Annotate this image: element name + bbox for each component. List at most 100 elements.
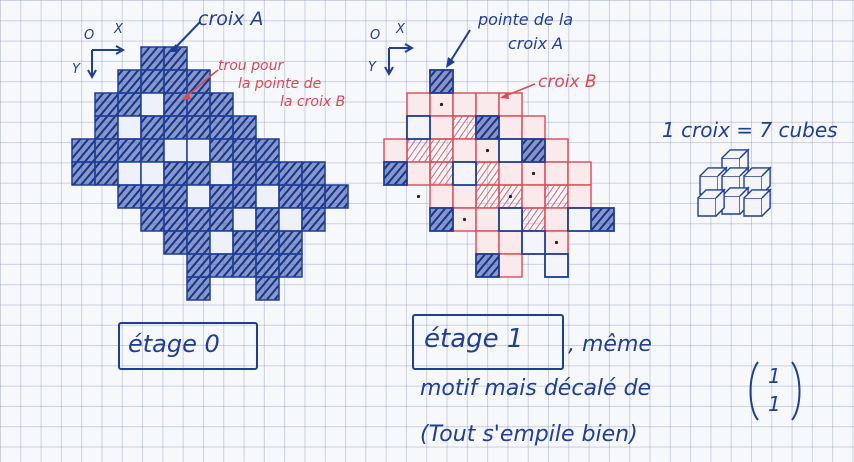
etage1-blue-hatched-cell bbox=[591, 208, 614, 231]
etage0-hatched-cell bbox=[141, 116, 164, 139]
etage0-hatched-cell bbox=[233, 231, 256, 254]
etage1-blue-hatched-cell bbox=[384, 162, 407, 185]
etage0-hatched-cell bbox=[164, 116, 187, 139]
etage0-hatched-cell bbox=[187, 254, 210, 277]
etage0-hatched-cell bbox=[233, 185, 256, 208]
etage0-hatched-cell bbox=[233, 162, 256, 185]
etage1-red-cell bbox=[407, 93, 430, 116]
etage1-center-dot bbox=[532, 172, 535, 175]
etage0-open-cell bbox=[141, 93, 164, 116]
vector-top: 1 bbox=[768, 364, 781, 388]
etage1-red-cell bbox=[430, 139, 453, 162]
etage1-center-dot bbox=[440, 103, 443, 106]
etage1-red-cell bbox=[430, 185, 453, 208]
etage1-red-cell bbox=[545, 208, 568, 231]
etage0-hatched-cell bbox=[325, 185, 348, 208]
etage0-hatched-cell bbox=[187, 231, 210, 254]
etage1-red-cell bbox=[522, 185, 545, 208]
label-croix-b: croix B bbox=[538, 72, 597, 92]
axis-left-x: X bbox=[114, 22, 123, 37]
etage1-red-cell bbox=[522, 208, 545, 231]
etage0-open-cell bbox=[118, 162, 141, 185]
etage1-blue-hatched-cell bbox=[430, 70, 453, 93]
label-pointe-line2: croix A bbox=[508, 34, 563, 53]
etage1-red-cell bbox=[476, 208, 499, 231]
etage0-hatched-cell bbox=[302, 185, 325, 208]
etage0-open-cell bbox=[279, 208, 302, 231]
axis-right-x: X bbox=[396, 22, 405, 37]
etage1-red-cell bbox=[499, 162, 522, 185]
etage1-red-cell bbox=[568, 162, 591, 185]
etage1-red-cell bbox=[499, 116, 522, 139]
etage0-open-cell bbox=[187, 139, 210, 162]
etage0-hatched-cell bbox=[118, 93, 141, 116]
etage1-blue-open-cell bbox=[499, 208, 522, 231]
etage1-red-cell bbox=[430, 116, 453, 139]
vector-bottom: 1 bbox=[768, 392, 781, 416]
etage1-center-dot bbox=[555, 241, 558, 244]
etage0-hatched-cell bbox=[279, 231, 302, 254]
etage1-red-cell bbox=[499, 231, 522, 254]
etage1-red-cell bbox=[407, 162, 430, 185]
etage0-open-cell bbox=[233, 208, 256, 231]
etage0-hatched-cell bbox=[72, 139, 95, 162]
etage0-hatched-cell bbox=[256, 254, 279, 277]
etage0-hatched-cell bbox=[233, 116, 256, 139]
etage1-blue-open-cell bbox=[568, 208, 591, 231]
etage0-hatched-cell bbox=[279, 162, 302, 185]
etage0-hatched-cell bbox=[118, 139, 141, 162]
label-etage1: étage 1 bbox=[424, 324, 523, 354]
etage1-blue-hatched-cell bbox=[522, 139, 545, 162]
etage1-red-cell bbox=[545, 162, 568, 185]
etage0-open-cell bbox=[141, 162, 164, 185]
etage1-blue-open-cell bbox=[453, 162, 476, 185]
etage0-hatched-cell bbox=[302, 208, 325, 231]
etage0-hatched-cell bbox=[164, 231, 187, 254]
axis-right-y: Y bbox=[368, 60, 376, 75]
etage0-hatched-cell bbox=[210, 116, 233, 139]
etage1-blue-open-cell bbox=[407, 116, 430, 139]
etage1-red-cell bbox=[453, 185, 476, 208]
etage0-hatched-cell bbox=[256, 231, 279, 254]
etage1-red-cell bbox=[430, 162, 453, 185]
etage0-hatched-cell bbox=[210, 208, 233, 231]
etage1-red-cell bbox=[453, 93, 476, 116]
etage0-hatched-cell bbox=[164, 93, 187, 116]
etage0-open-cell bbox=[118, 116, 141, 139]
etage0-hatched-cell bbox=[95, 162, 118, 185]
axis-right-o: O bbox=[370, 28, 380, 43]
etage0-hatched-cell bbox=[210, 254, 233, 277]
etage0-hatched-cell bbox=[256, 139, 279, 162]
etage0-hatched-cell bbox=[210, 93, 233, 116]
etage0-hatched-cell bbox=[141, 139, 164, 162]
label-croix-a: croix A bbox=[198, 8, 263, 30]
etage1-center-dot bbox=[417, 195, 420, 198]
label-etage0: étage 0 bbox=[128, 330, 220, 358]
etage1-red-cell bbox=[476, 93, 499, 116]
etage1-red-cell bbox=[499, 254, 522, 277]
etage0-hatched-cell bbox=[279, 185, 302, 208]
etage0-open-cell bbox=[164, 139, 187, 162]
etage1-red-cell bbox=[384, 139, 407, 162]
etage1-red-cell bbox=[476, 185, 499, 208]
label-motif: motif mais décalé de bbox=[420, 376, 651, 401]
leader-pointe bbox=[446, 30, 470, 68]
etage1-red-cell bbox=[545, 139, 568, 162]
etage1-red-cell bbox=[476, 162, 499, 185]
etage1-blue-open-cell bbox=[499, 139, 522, 162]
etage1-red-cell bbox=[453, 116, 476, 139]
etage1-blue-hatched-cell bbox=[476, 254, 499, 277]
etage1-blue-open-cell bbox=[522, 231, 545, 254]
etage0-hatched-cell bbox=[302, 162, 325, 185]
etage0-hatched-cell bbox=[141, 185, 164, 208]
etage0-hatched-cell bbox=[164, 208, 187, 231]
etage0-hatched-cell bbox=[164, 162, 187, 185]
etage0-open-cell bbox=[210, 162, 233, 185]
etage1-center-dot bbox=[509, 195, 512, 198]
axis-left-o: O bbox=[84, 28, 94, 43]
etage0-hatched-cell bbox=[210, 139, 233, 162]
etage0-hatched-cell bbox=[141, 47, 164, 70]
etage0-hatched-cell bbox=[95, 139, 118, 162]
etage1-blue-hatched-cell bbox=[476, 116, 499, 139]
etage0-hatched-cell bbox=[187, 93, 210, 116]
